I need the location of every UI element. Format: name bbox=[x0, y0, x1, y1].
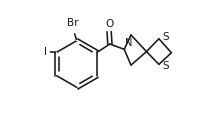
Text: S: S bbox=[162, 32, 169, 42]
Text: S: S bbox=[162, 61, 169, 71]
Text: I: I bbox=[44, 47, 47, 57]
Text: O: O bbox=[105, 19, 113, 29]
Bar bbox=[56, 52, 57, 53]
Text: N: N bbox=[125, 38, 133, 48]
Bar bbox=[76, 40, 78, 41]
Text: Br: Br bbox=[67, 18, 78, 28]
